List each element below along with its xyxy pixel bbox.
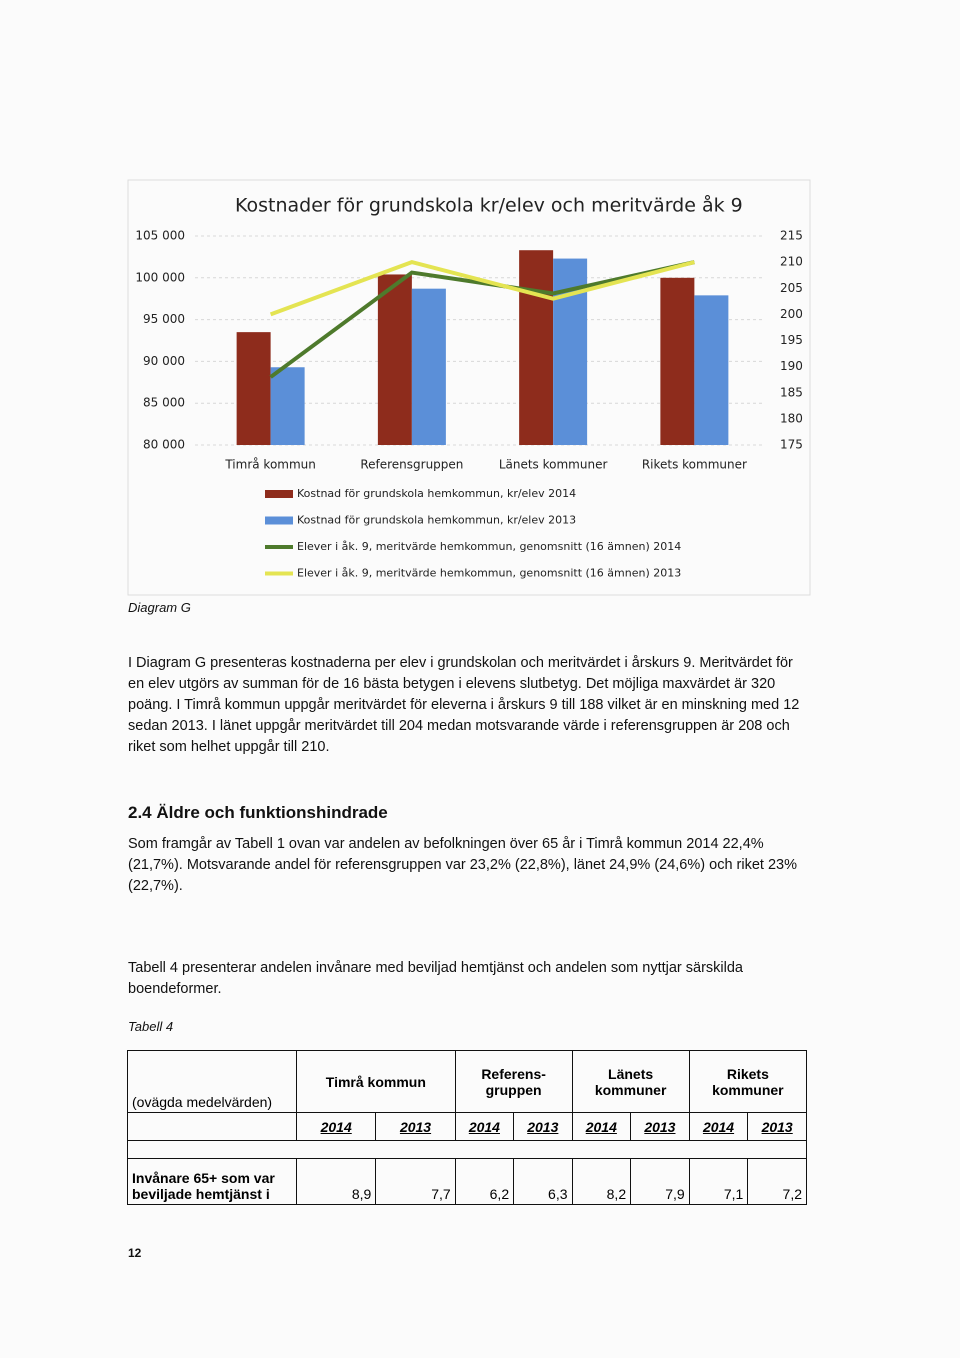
paragraph: Som framgår av Tabell 1 ovan var andelen… [128,836,797,894]
table-value: 6,2 [454,1158,515,1205]
legend-label: Kostnad för grundskola hemkommun, kr/ele… [297,514,576,527]
bar [377,274,412,445]
legend-label: Kostnad för grundskola hemkommun, kr/ele… [297,487,576,500]
x-tick-label: Timrå kommun [224,458,316,472]
y2-tick-label: 205 [780,281,803,295]
bar [660,277,695,445]
bar [694,295,729,445]
x-tick-label: Referensgruppen [360,458,463,472]
table-header: Länets kommuner [571,1050,690,1113]
y-tick-label: 95 000 [143,312,185,326]
legend-swatch [265,490,293,498]
y-tick-label: 80 000 [143,438,185,452]
table-year: 2014 [295,1112,377,1141]
y2-tick-label: 180 [780,411,803,425]
line [269,260,695,317]
bar [236,332,271,445]
y2-tick-label: 210 [780,255,803,269]
x-tick-label: Rikets kommuner [642,458,747,472]
table-value: 7,2 [747,1158,807,1205]
y-tick-label: 105 000 [135,229,185,243]
table-header: Referens- gruppen [454,1050,573,1113]
y2-tick-label: 190 [780,359,803,373]
table-header: Rikets kommuner [688,1050,808,1113]
table-value: 7,7 [375,1158,456,1205]
y2-tick-label: 185 [780,385,803,399]
table-year: 2014 [454,1112,515,1141]
legend-label: Elever i åk. 9, meritvärde hemkommun, ge… [297,540,681,553]
page-number: 12 [128,1246,142,1260]
chart: Kostnader för grundskola kr/elev och mer… [127,179,811,596]
table-corner: (ovägda medelvärden) [127,1050,297,1113]
table-value: 8,9 [295,1158,377,1205]
y2-tick-label: 215 [780,229,803,243]
table-value: 7,9 [630,1158,690,1205]
heading: 2.4 Äldre och funktionshindrade [128,803,388,822]
table-cell [127,1140,807,1159]
table: (ovägda medelvärden) Timrå kommun Refere… [127,1050,808,1205]
table-caption: Tabell 4 [128,1019,174,1034]
table-year: 2013 [630,1112,690,1141]
table-value: 6,3 [513,1158,573,1205]
y-tick-label: 85 000 [143,396,185,410]
table-year: 2013 [375,1112,456,1141]
table-value: 8,2 [571,1158,632,1205]
table-header: Timrå kommun [296,1050,456,1113]
table-row-label: Invånare 65+ som var beviljade hemtjänst… [127,1158,297,1205]
bar [411,288,446,445]
bar [270,367,305,445]
table-year: 2014 [571,1112,632,1141]
y-tick-label: 100 000 [135,270,185,284]
legend-label: Elever i åk. 9, meritvärde hemkommun, ge… [297,567,681,580]
chart-title: Kostnader för grundskola kr/elev och mer… [235,194,743,217]
y-tick-label: 90 000 [143,354,185,368]
table-year: 2013 [747,1112,807,1141]
y2-tick-label: 195 [780,333,803,347]
x-tick-label: Länets kommuner [499,458,608,472]
table-cell [127,1112,297,1141]
chart-frame [127,179,811,596]
y2-tick-label: 175 [780,438,803,452]
table-value: 7,1 [688,1158,749,1205]
legend-swatch [265,516,293,525]
table-year: 2013 [513,1112,573,1141]
paragraph: I Diagram G presenteras kostnaderna per … [128,655,800,755]
table-year: 2014 [688,1112,749,1141]
caption: Diagram G [128,600,191,615]
y2-tick-label: 200 [780,307,803,321]
paragraph: Tabell 4 presenterar andelen invånare me… [128,960,743,997]
bar [519,250,554,445]
line [269,260,695,379]
